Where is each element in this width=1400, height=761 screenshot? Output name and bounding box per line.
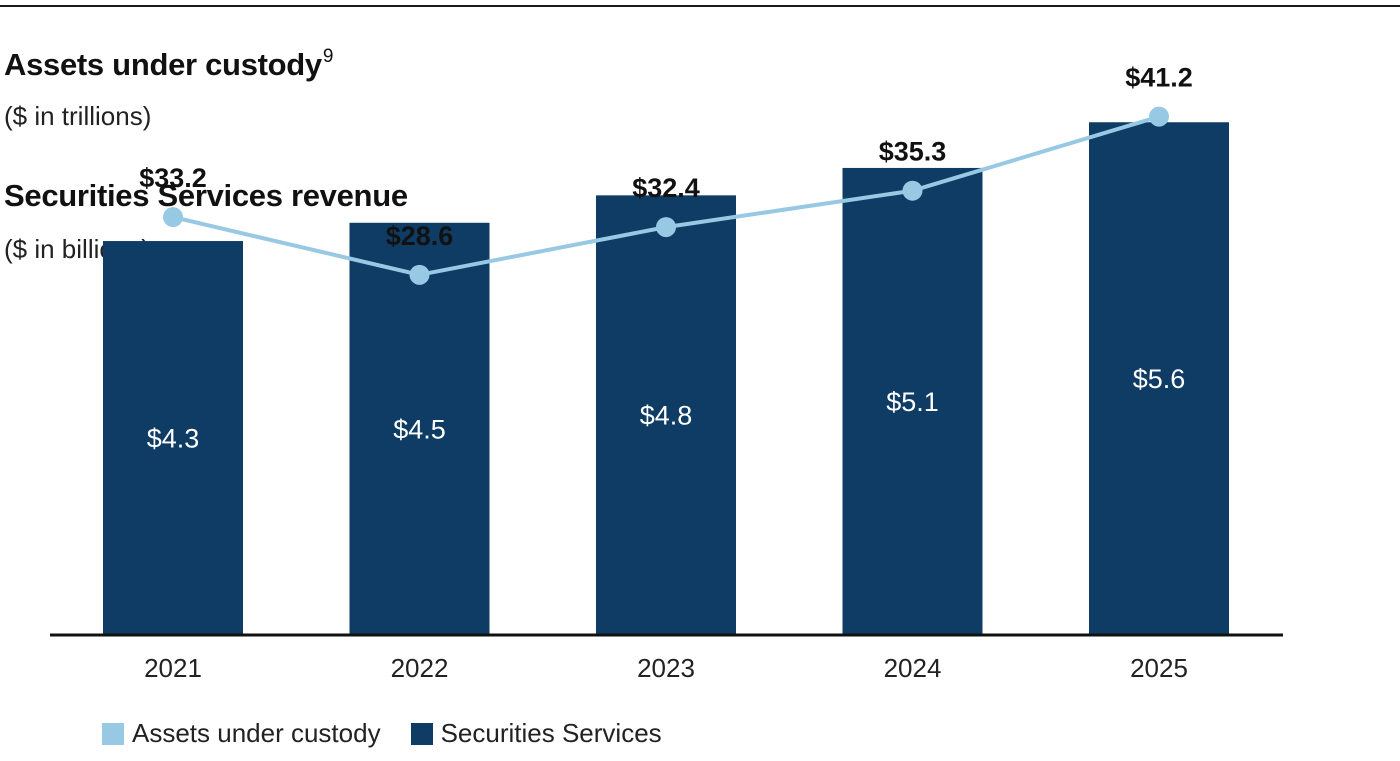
line-label-2025: $41.2 xyxy=(1125,63,1193,93)
legend-item-assets: Assets under custody xyxy=(102,718,381,749)
point-assets-2024 xyxy=(902,180,923,201)
x-tick-label-2024: 2024 xyxy=(884,653,942,683)
chart-title-revenue: Securities Services revenue xyxy=(4,178,408,213)
point-assets-2025 xyxy=(1149,106,1169,127)
point-assets-2023 xyxy=(656,217,676,238)
x-tick-label-2025: 2025 xyxy=(1130,653,1188,683)
line-label-2024: $35.3 xyxy=(879,137,947,167)
x-tick-label-2022: 2022 xyxy=(391,653,449,683)
bar-label-2024: $5.1 xyxy=(886,387,939,417)
bar-securities-2025 xyxy=(1089,122,1229,634)
legend-swatch-assets xyxy=(102,722,124,745)
x-tick-label-2021: 2021 xyxy=(144,653,202,683)
legend: Assets under custody Securities Services xyxy=(102,718,692,749)
bar-securities-2021 xyxy=(103,241,243,635)
legend-label-assets: Assets under custody xyxy=(132,718,381,748)
bar-securities-2024 xyxy=(842,167,983,634)
chart-title-assets: Assets under custody9 xyxy=(4,46,334,82)
bar-label-2022: $4.5 xyxy=(393,414,446,444)
line-label-2021: $33.2 xyxy=(139,163,207,193)
line-label-2023: $32.4 xyxy=(632,173,700,203)
line-label-2022: $28.6 xyxy=(386,221,454,251)
point-assets-2021 xyxy=(163,207,183,228)
legend-item-securities: Securities Services xyxy=(410,718,662,749)
bar-label-2021: $4.3 xyxy=(147,424,200,454)
footnote-marker: 9 xyxy=(322,46,334,67)
subtitle-trillions: ($ in trillions) xyxy=(4,101,152,131)
bar-securities-2022 xyxy=(349,222,490,634)
point-assets-2022 xyxy=(409,264,430,285)
bar-securities-2023 xyxy=(596,195,736,634)
bar-label-2025: $5.6 xyxy=(1133,364,1186,394)
legend-label-securities: Securities Services xyxy=(440,718,662,748)
x-tick-label-2023: 2023 xyxy=(637,653,695,683)
bar-label-2023: $4.8 xyxy=(640,401,693,431)
legend-swatch-securities xyxy=(410,722,433,745)
top-rule xyxy=(0,5,1400,7)
